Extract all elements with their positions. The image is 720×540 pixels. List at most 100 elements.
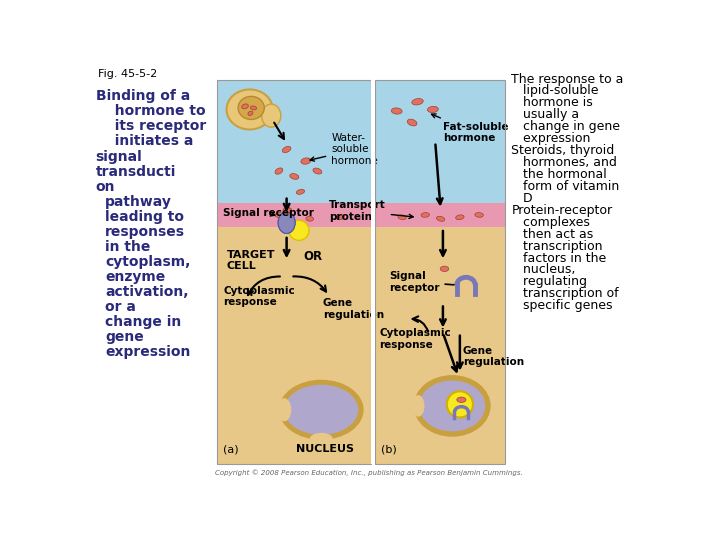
- Ellipse shape: [297, 190, 305, 194]
- Ellipse shape: [447, 392, 473, 417]
- Bar: [217, 226, 372, 464]
- Text: Steroids, thyroid: Steroids, thyroid: [511, 144, 615, 157]
- Ellipse shape: [313, 168, 322, 174]
- Text: NUCLEUS: NUCLEUS: [296, 444, 354, 455]
- Text: specific genes: specific genes: [511, 299, 613, 312]
- Ellipse shape: [408, 119, 417, 126]
- Ellipse shape: [412, 395, 425, 417]
- Text: expression: expression: [105, 345, 190, 359]
- Text: TARGET
CELL: TARGET CELL: [227, 249, 275, 271]
- Ellipse shape: [456, 397, 466, 402]
- Ellipse shape: [275, 168, 283, 174]
- Ellipse shape: [278, 212, 295, 233]
- Bar: [372, 80, 375, 464]
- Text: Fat-soluble
hormone: Fat-soluble hormone: [431, 114, 508, 143]
- Text: in the: in the: [105, 240, 150, 254]
- Ellipse shape: [242, 104, 248, 109]
- Ellipse shape: [261, 104, 281, 127]
- Text: factors in the: factors in the: [511, 252, 607, 265]
- Ellipse shape: [421, 213, 429, 217]
- Ellipse shape: [227, 90, 273, 130]
- Text: Binding of a: Binding of a: [96, 90, 190, 104]
- Text: form of vitamin: form of vitamin: [511, 180, 620, 193]
- Text: its receptor: its receptor: [105, 119, 206, 133]
- Text: pathway: pathway: [105, 194, 172, 208]
- Ellipse shape: [428, 106, 438, 112]
- Text: OR: OR: [304, 249, 323, 262]
- Text: on: on: [96, 179, 115, 193]
- Text: change in gene: change in gene: [511, 120, 621, 133]
- Ellipse shape: [337, 215, 344, 220]
- Ellipse shape: [436, 217, 445, 221]
- Text: The response to a: The response to a: [511, 72, 624, 85]
- Text: (b): (b): [382, 444, 397, 455]
- Text: transcription of: transcription of: [511, 287, 619, 300]
- Text: leading to: leading to: [105, 210, 184, 224]
- Ellipse shape: [283, 208, 292, 213]
- Ellipse shape: [306, 217, 313, 221]
- Ellipse shape: [456, 215, 464, 220]
- Bar: [217, 80, 372, 464]
- Ellipse shape: [275, 213, 283, 217]
- Text: Gene
regulation: Gene regulation: [323, 298, 384, 320]
- Bar: [375, 226, 505, 464]
- Text: then act as: then act as: [511, 228, 594, 241]
- Text: D: D: [511, 192, 533, 205]
- Text: Signal
receptor: Signal receptor: [389, 271, 454, 293]
- Ellipse shape: [278, 212, 295, 233]
- Text: Fig. 45-5-2: Fig. 45-5-2: [98, 69, 157, 79]
- Text: Cytoplasmic
response: Cytoplasmic response: [223, 286, 295, 307]
- Text: Gene
regulation: Gene regulation: [463, 346, 524, 367]
- Ellipse shape: [301, 158, 311, 164]
- Text: complexes: complexes: [511, 215, 590, 229]
- Ellipse shape: [238, 96, 264, 119]
- Ellipse shape: [289, 173, 299, 179]
- Text: initiates a: initiates a: [105, 134, 193, 149]
- Ellipse shape: [440, 266, 449, 272]
- Ellipse shape: [414, 375, 490, 437]
- Text: Cytoplasmic
response: Cytoplasmic response: [379, 328, 451, 350]
- Text: activation,: activation,: [105, 285, 189, 299]
- Text: Signal receptor: Signal receptor: [223, 208, 315, 218]
- Bar: [217, 80, 372, 204]
- Ellipse shape: [279, 380, 364, 440]
- Ellipse shape: [392, 108, 402, 114]
- Text: hormones, and: hormones, and: [511, 156, 617, 169]
- Text: nucleus,: nucleus,: [511, 264, 576, 276]
- Text: lipid-soluble: lipid-soluble: [511, 84, 599, 97]
- Text: usually a: usually a: [511, 109, 580, 122]
- Ellipse shape: [248, 111, 253, 116]
- Text: (a): (a): [223, 444, 239, 455]
- Text: change in: change in: [105, 315, 181, 329]
- Text: responses: responses: [105, 225, 185, 239]
- Text: hormone to: hormone to: [105, 104, 205, 118]
- Ellipse shape: [289, 220, 309, 240]
- Text: the hormonal: the hormonal: [511, 168, 607, 181]
- Ellipse shape: [475, 213, 483, 217]
- Text: signal: signal: [96, 150, 143, 164]
- Text: Transport
protein: Transport protein: [329, 200, 413, 222]
- Ellipse shape: [283, 208, 292, 213]
- Text: Water-
soluble
hormone: Water- soluble hormone: [310, 133, 378, 166]
- Bar: [375, 204, 505, 226]
- Bar: [375, 80, 505, 204]
- Text: hormone is: hormone is: [511, 96, 593, 110]
- Ellipse shape: [398, 215, 406, 220]
- Ellipse shape: [310, 433, 333, 445]
- Text: Copyright © 2008 Pearson Education, Inc., publishing as Pearson Benjamin Cumming: Copyright © 2008 Pearson Education, Inc.…: [215, 469, 523, 476]
- Ellipse shape: [284, 384, 359, 435]
- Text: expression: expression: [511, 132, 591, 145]
- Text: transducti: transducti: [96, 165, 176, 179]
- Ellipse shape: [277, 398, 291, 421]
- Ellipse shape: [251, 106, 256, 110]
- Text: Protein-receptor: Protein-receptor: [511, 204, 613, 217]
- Text: gene: gene: [105, 330, 143, 343]
- Ellipse shape: [412, 99, 423, 105]
- Text: or a: or a: [105, 300, 136, 314]
- Text: regulating: regulating: [511, 275, 588, 288]
- Ellipse shape: [282, 146, 291, 153]
- Ellipse shape: [419, 381, 485, 431]
- Text: cytoplasm,: cytoplasm,: [105, 254, 190, 268]
- Bar: [375, 80, 505, 464]
- Text: transcription: transcription: [511, 240, 603, 253]
